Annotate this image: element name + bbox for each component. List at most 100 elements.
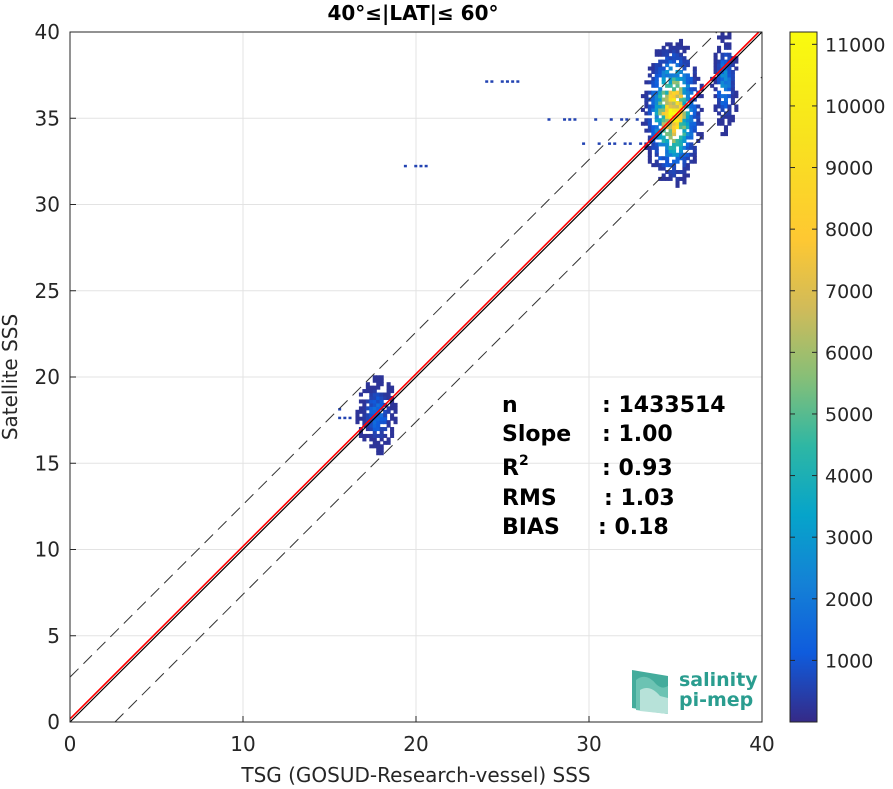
- heatmap-cell: [654, 49, 659, 54]
- heatmap-cell: [696, 118, 701, 123]
- heatmap-cell: [635, 118, 639, 121]
- heatmap-cell: [505, 80, 509, 83]
- heatmap-cell: [727, 104, 732, 109]
- heatmap-cell: [365, 406, 370, 411]
- heatmap-cell: [376, 447, 381, 452]
- heatmap-cell: [372, 430, 377, 435]
- heatmap-cell: [689, 128, 694, 133]
- heatmap-cell: [661, 45, 666, 50]
- heatmap-cell: [672, 73, 677, 78]
- heatmap-cell: [651, 66, 656, 71]
- heatmap-cell: [658, 59, 663, 64]
- heatmap-cell: [668, 94, 673, 99]
- heatmap-cell: [376, 427, 381, 432]
- heatmap-cell: [365, 413, 370, 418]
- heatmap-cell: [678, 38, 684, 43]
- heatmap-cell: [727, 107, 732, 112]
- stat-r2-letter: R: [502, 456, 519, 481]
- heatmap-cell: [661, 114, 666, 119]
- y-tick-label: 30: [35, 193, 60, 217]
- heatmap-cell: [675, 170, 680, 175]
- heatmap-cell: [661, 138, 666, 143]
- heatmap-cell: [696, 121, 701, 126]
- heatmap-cell: [665, 42, 670, 47]
- heatmap-cell: [376, 402, 381, 407]
- heatmap-cell: [678, 56, 684, 61]
- heatmap-cell: [685, 125, 690, 130]
- heatmap-cell: [723, 94, 728, 99]
- heatmap-cell: [685, 94, 690, 99]
- heatmap-cell: [734, 107, 739, 112]
- heatmap-cell: [689, 125, 694, 130]
- heatmap-cell: [369, 395, 374, 401]
- x-axis-ticks: 0 10 20 30 40: [64, 716, 775, 756]
- heatmap-cell: [362, 420, 367, 425]
- heatmap-cell: [358, 392, 363, 397]
- heatmap-cell: [678, 170, 684, 175]
- heatmap-cell: [675, 159, 680, 164]
- heatmap-cell: [717, 118, 722, 123]
- heatmap-cell: [372, 395, 377, 401]
- colorbar-tick-label: 7000: [825, 281, 873, 303]
- x-axis-label: TSG (GOSUD-Research-vessel) SSS: [240, 763, 590, 787]
- heatmap-cell: [668, 90, 673, 95]
- heatmap-cell: [672, 138, 677, 143]
- heatmap-cell: [730, 76, 735, 81]
- heatmap-cell: [696, 111, 701, 116]
- heatmap-cell: [661, 52, 666, 57]
- heatmap-cell: [661, 59, 666, 64]
- heatmap-cell: [713, 80, 718, 85]
- heatmap-cell: [685, 118, 690, 123]
- heatmap-cell: [682, 97, 687, 102]
- heatmap-cell: [654, 66, 659, 71]
- heatmap-cell: [647, 107, 652, 112]
- heatmap-cell: [651, 107, 656, 112]
- heatmap-cell: [658, 87, 663, 92]
- heatmap-cell: [696, 114, 701, 119]
- heatmap-cell: [682, 180, 687, 185]
- heatmap-cell: [661, 111, 666, 116]
- heatmap-cell: [654, 163, 659, 168]
- heatmap-cell: [672, 152, 677, 157]
- y-tick-label: 10: [35, 538, 60, 562]
- heatmap-cell: [730, 90, 735, 95]
- heatmap-cell: [651, 80, 656, 85]
- heatmap-cell: [723, 83, 728, 88]
- heatmap-cell: [727, 111, 732, 116]
- heatmap-cell: [723, 80, 728, 85]
- stats-block: n : 1433514 Slope : 1.00 R2 : 0.93 RMS :…: [502, 393, 726, 540]
- heatmap-cell: [682, 76, 687, 81]
- heatmap-cell: [379, 427, 384, 432]
- heatmap-cell: [672, 173, 677, 178]
- heatmap-cell: [678, 63, 684, 68]
- heatmap-cell: [730, 83, 735, 88]
- heatmap-cell: [390, 406, 395, 411]
- heatmap-cell: [727, 69, 732, 74]
- heatmap-cell: [640, 94, 645, 99]
- heatmap-cell: [682, 125, 687, 130]
- heatmap-cell: [685, 83, 690, 88]
- heatmap-cell: [678, 59, 684, 64]
- heatmap-cell: [658, 156, 663, 161]
- heatmap-cell: [362, 402, 367, 407]
- heatmap-cell: [661, 49, 666, 54]
- heatmap-cell: [369, 385, 374, 390]
- heatmap-cell: [723, 69, 728, 74]
- heatmap-cell: [358, 399, 363, 404]
- heatmap-cell: [678, 176, 684, 181]
- heatmap-cell: [720, 118, 725, 123]
- heatmap-cell: [682, 159, 687, 164]
- heatmap-cell: [692, 111, 697, 116]
- heatmap-cell: [644, 121, 649, 126]
- heatmap-cell: [717, 97, 722, 102]
- heatmap-cell: [386, 409, 391, 414]
- heatmap-cell: [582, 142, 586, 145]
- heatmap-cell: [386, 385, 391, 390]
- heatmap-cell: [372, 409, 377, 414]
- heatmap-cell: [644, 90, 649, 95]
- heatmap-cell: [386, 392, 391, 397]
- heatmap-cell: [654, 152, 659, 157]
- heatmap-cell: [644, 111, 649, 116]
- y-tick-label: 0: [47, 710, 60, 734]
- heatmap-cell: [682, 170, 687, 175]
